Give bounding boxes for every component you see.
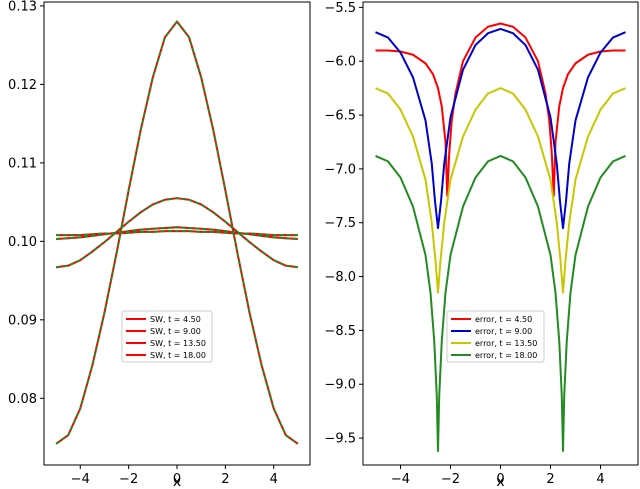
legend-box <box>446 310 545 363</box>
x-tick-label: −2 <box>119 472 138 487</box>
legend-entry: SW, t = 4.50 <box>150 315 201 324</box>
legend-entry: error, t = 13.50 <box>475 339 537 348</box>
x-tick-label: 2 <box>546 472 554 487</box>
y-tick-label: 0.12 <box>8 78 37 93</box>
legend-entry: error, t = 4.50 <box>475 315 532 324</box>
x-tick-label: 2 <box>221 472 229 487</box>
y-tick-label: −9.5 <box>324 432 356 447</box>
chart-panel-2: −4 −2 0 2 4 −9.5 −9.0 −8.5 −8.0 −7.5 −7.0 −6.5 −6.0 −… <box>324 1 639 489</box>
x-tick-label: −2 <box>441 472 460 487</box>
legend-entry: SW, t = 9.00 <box>150 327 201 336</box>
legend-entry: SW, t = 18.00 <box>150 351 206 360</box>
y-tick-label: 0.08 <box>8 392 37 407</box>
x-tick-label: 0 <box>173 472 181 487</box>
y-tick-label: 0.11 <box>8 156 37 171</box>
y-tick-label: −9.0 <box>324 378 356 393</box>
y-tick-label: −8.0 <box>324 270 356 285</box>
x-tick-label: −4 <box>71 472 90 487</box>
legend-box <box>121 310 213 363</box>
x-axis-label: x <box>496 474 504 489</box>
series-line-2 <box>375 27 626 230</box>
legend: error, t = 4.50 error, t = 9.00 error, t =… <box>446 310 545 363</box>
y-tick-label: 0.13 <box>8 0 37 14</box>
y-tick-label: −7.0 <box>324 162 356 177</box>
series-overlay-line-2 <box>55 197 299 269</box>
legend-entry: error, t = 9.00 <box>475 327 532 336</box>
series-overlay-line-4 <box>56 230 298 237</box>
x-tick-label: 0 <box>496 472 504 487</box>
chart-panel-1: −4 −2 0 2 4 0.08 0.09 0.10 0.11 0.12 0.13 x SW, t = … <box>8 0 311 489</box>
series-line-3 <box>375 87 626 294</box>
legend: SW, t = 4.50 SW, t = 9.00 SW, t = 13.50 SW,… <box>121 310 213 363</box>
series-line-4 <box>375 154 626 452</box>
y-tick-label: −6.5 <box>324 109 356 124</box>
x-tick-label: −4 <box>391 472 410 487</box>
y-tick-label: 0.09 <box>8 313 37 328</box>
x-tick-label: 4 <box>596 472 604 487</box>
series-overlay-line-1 <box>55 19 299 445</box>
y-tick-label: −5.5 <box>324 1 356 16</box>
x-axis-label: x <box>173 474 181 489</box>
series-line-1 <box>375 22 626 197</box>
y-tick-label: −7.5 <box>324 216 356 231</box>
series-line-3 <box>56 226 298 240</box>
series-line-2 <box>55 197 299 269</box>
legend-entry: SW, t = 13.50 <box>150 339 206 348</box>
y-tick-label: −6.0 <box>324 55 356 70</box>
legend-entry: error, t = 18.00 <box>475 351 537 360</box>
y-tick-label: −8.5 <box>324 324 356 339</box>
y-tick-label: 0.10 <box>8 235 37 250</box>
series-overlay-line-3 <box>56 226 298 240</box>
x-tick-label: 4 <box>270 472 278 487</box>
plot-area-frame <box>362 1 639 466</box>
series-line-1 <box>55 20 299 445</box>
